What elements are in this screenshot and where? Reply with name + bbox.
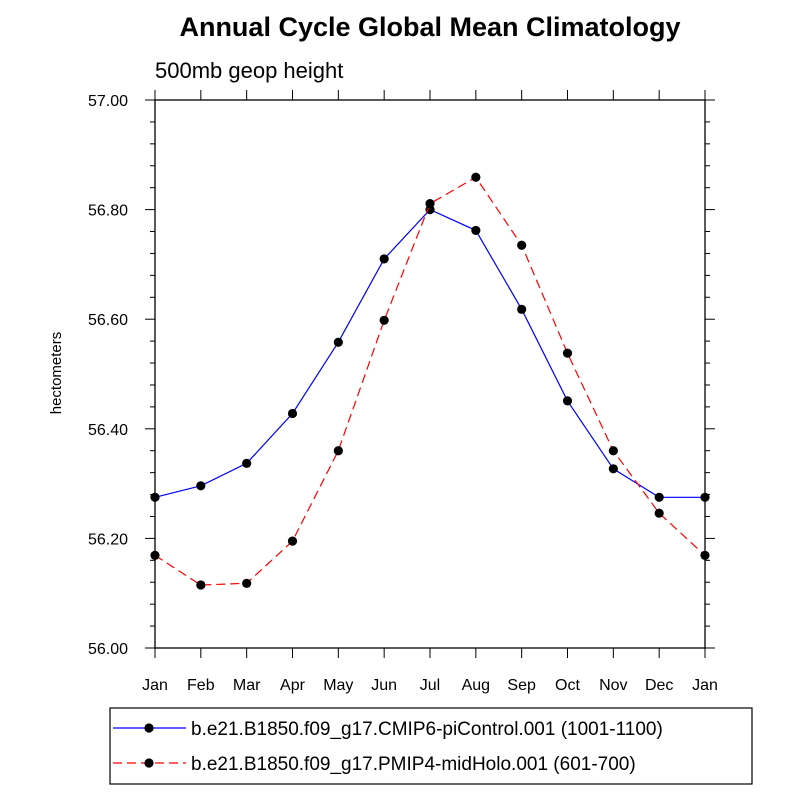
data-point-series-2 <box>700 550 710 560</box>
data-point-series-2 <box>425 198 435 209</box>
y-tick-label: 56.00 <box>88 641 128 658</box>
data-point-series-2 <box>562 348 573 358</box>
x-tick-label: Oct <box>555 677 580 694</box>
x-tick-label: Jan <box>142 677 168 694</box>
data-point-series-1 <box>471 225 481 236</box>
chart-title: Annual Cycle Global Mean Climatology <box>179 12 680 42</box>
data-point-series-2 <box>333 446 343 456</box>
legend-label-2: b.e21.B1850.f09_g17.PMIP4-midHolo.001 (6… <box>191 754 636 775</box>
series-layer <box>150 172 710 590</box>
axis-ticks: 56.00 56.20 56.40 56.60 56.80 57.00 Jan Feb Mar A… <box>88 90 718 694</box>
legend-marker-2 <box>144 758 154 768</box>
x-tick-label: Nov <box>599 677 627 694</box>
x-tick-label: Jan <box>692 677 718 694</box>
data-point-series-1 <box>196 481 206 491</box>
x-tick-label: Jun <box>371 677 397 694</box>
y-tick-label: 56.20 <box>88 531 128 548</box>
legend-items: b.e21.B1850.f09_g17.CMIP6-piControl.001 … <box>113 719 663 775</box>
data-point-series-2 <box>242 578 252 588</box>
data-point-series-2 <box>287 536 298 546</box>
data-point-series-1 <box>608 464 618 474</box>
data-point-series-2 <box>150 550 160 560</box>
chart-subtitle: 500mb geop height <box>155 58 343 83</box>
legend-label-1: b.e21.B1850.f09_g17.CMIP6-piControl.001 … <box>191 719 663 740</box>
series-line-2 <box>154 176 706 586</box>
y-axis-label: hectometers <box>48 332 65 415</box>
data-point-series-1 <box>379 254 389 264</box>
data-point-series-2 <box>654 508 664 518</box>
data-point-series-1 <box>654 492 664 502</box>
x-tick-label: Aug <box>462 677 490 694</box>
x-tick-label: Apr <box>280 677 306 694</box>
data-point-series-1 <box>242 458 252 468</box>
data-point-series-2 <box>379 315 389 325</box>
data-point-series-1 <box>562 396 573 406</box>
plot-frame <box>154 99 706 649</box>
x-tick-label: Dec <box>645 677 673 694</box>
data-point-series-2 <box>196 580 206 590</box>
y-tick-label: 56.40 <box>88 422 128 439</box>
data-point-series-2 <box>517 240 527 250</box>
x-tick-label: Sep <box>507 677 536 694</box>
data-point-series-1 <box>287 408 298 419</box>
data-point-series-1 <box>333 337 343 347</box>
x-tick-label: Feb <box>187 677 215 694</box>
data-point-series-2 <box>608 446 618 456</box>
data-point-series-2 <box>471 172 481 182</box>
data-point-series-1 <box>517 304 527 314</box>
x-tick-label: Mar <box>233 677 261 694</box>
y-tick-label: 56.80 <box>88 203 128 220</box>
y-tick-label: 57.00 <box>88 93 128 110</box>
x-tick-label: May <box>323 677 353 694</box>
x-tick-label: Jul <box>420 677 440 694</box>
data-point-series-1 <box>700 492 710 502</box>
y-tick-label: 56.60 <box>88 312 128 329</box>
legend-marker-1 <box>144 723 154 733</box>
legend <box>109 707 753 785</box>
series-line-1 <box>154 208 705 498</box>
data-point-series-1 <box>150 492 160 502</box>
